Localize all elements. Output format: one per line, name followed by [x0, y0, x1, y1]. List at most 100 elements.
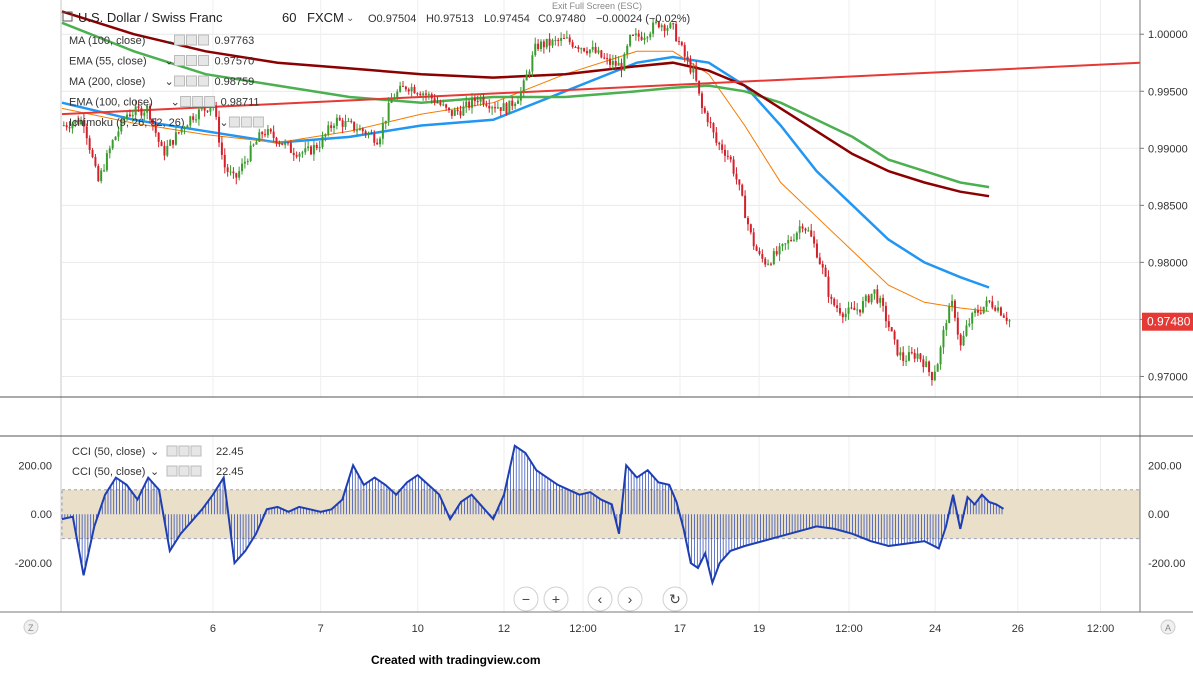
settings-icon[interactable]: [178, 445, 190, 457]
close-icon[interactable]: [204, 96, 216, 107]
indicator-value: 0.97763: [215, 35, 255, 47]
scroll-right-button[interactable]: ›: [617, 586, 643, 612]
eye-icon[interactable]: [174, 75, 185, 87]
eye-icon[interactable]: [180, 96, 192, 107]
candle-body: [744, 195, 747, 219]
close-icon[interactable]: [198, 55, 209, 66]
candle-body: [746, 218, 749, 225]
chevron-down-icon[interactable]: ⌄: [165, 56, 174, 68]
ohlc-high: H0.97513: [426, 13, 474, 25]
source-label: FXCM: [307, 10, 344, 25]
candle-body: [292, 152, 295, 156]
candle-body: [534, 43, 537, 56]
candle-body: [933, 371, 936, 381]
candle-body: [646, 37, 649, 39]
control-glyph: ›: [628, 591, 633, 607]
candle-body: [850, 307, 853, 309]
candle-body: [502, 103, 505, 111]
settings-icon[interactable]: [186, 34, 197, 46]
candle-body: [979, 312, 982, 314]
candle-body: [792, 239, 795, 241]
chevron-down-icon[interactable]: ⌄: [165, 76, 174, 88]
settings-icon[interactable]: [186, 75, 197, 87]
indicator-legend-item[interactable]: EMA (100, close) ⌄ 0.98711: [69, 96, 260, 109]
candle-body: [206, 110, 209, 112]
auto-scale-button[interactable]: [1160, 619, 1176, 635]
settings-icon[interactable]: [178, 465, 190, 477]
close-icon[interactable]: [198, 75, 209, 87]
chevron-down-icon[interactable]: ⌄: [171, 97, 180, 109]
time-axis-left-button[interactable]: Z: [23, 619, 39, 635]
eye-icon[interactable]: [174, 34, 185, 46]
candle-body: [496, 107, 499, 109]
eye-icon[interactable]: [166, 445, 178, 457]
candle-body: [430, 94, 433, 99]
candle-body: [962, 335, 965, 346]
candle-body: [836, 305, 839, 309]
candle-body: [827, 276, 830, 297]
candle-body: [218, 116, 221, 143]
candle-body: [255, 141, 258, 145]
last-price-tag: 0.97480: [1142, 312, 1193, 331]
zoom-in-button[interactable]: +: [543, 586, 569, 612]
candle-body: [652, 22, 655, 34]
candle-body: [856, 309, 859, 311]
price-axis[interactable]: 1.000000.995000.990000.985000.980000.975…: [1140, 29, 1188, 383]
close-icon[interactable]: [190, 445, 202, 457]
zoom-out-button[interactable]: −: [513, 586, 539, 612]
chevron-down-icon[interactable]: ⌄: [150, 466, 159, 478]
settings-icon[interactable]: [186, 55, 197, 66]
log-scale-button[interactable]: [23, 619, 39, 635]
candle-body: [123, 119, 126, 121]
candle-body: [611, 60, 614, 65]
candle-body: [580, 48, 583, 50]
interval-label[interactable]: 60: [282, 10, 296, 25]
candle-body: [223, 154, 226, 168]
candle-body: [936, 364, 939, 372]
candle-body: [281, 143, 284, 145]
candle-body: [310, 146, 313, 155]
reset-button[interactable]: ↻: [662, 586, 688, 612]
indicator-legend-item[interactable]: EMA (55, close) ⌄ 0.97570: [69, 55, 254, 68]
candle-body: [120, 119, 123, 132]
chevron-down-icon[interactable]: ⌄: [165, 35, 174, 47]
collapse-icon[interactable]: [62, 11, 73, 22]
candle-body: [761, 253, 764, 259]
cci-legend-item[interactable]: CCI (50, close) ⌄ 22.45: [72, 465, 244, 478]
settings-icon[interactable]: [192, 96, 204, 107]
cci-legend-item[interactable]: CCI (50, close) ⌄ 22.45: [72, 445, 244, 458]
eye-icon[interactable]: [174, 55, 185, 66]
candle-body: [200, 108, 203, 110]
candle-body: [884, 305, 887, 322]
close-icon[interactable]: [190, 465, 202, 477]
candle-body: [666, 28, 669, 31]
eye-icon[interactable]: [228, 116, 240, 128]
close-icon[interactable]: [198, 34, 209, 46]
candle-body: [844, 313, 847, 318]
time-axis-right-button[interactable]: A: [1160, 619, 1176, 635]
candle-body: [631, 35, 634, 37]
chevron-down-icon[interactable]: ⌄: [150, 446, 159, 458]
scroll-left-button[interactable]: ‹: [587, 586, 613, 612]
candle-body: [516, 100, 519, 104]
indicator-legend-item[interactable]: MA (100, close) ⌄ 0.97763: [69, 34, 255, 47]
series-line: [61, 61, 1141, 116]
candle-body: [571, 42, 574, 47]
chevron-down-icon[interactable]: ⌄: [219, 117, 228, 129]
indicator-legend-item[interactable]: MA (200, close) ⌄ 0.98759: [69, 75, 254, 88]
close-icon[interactable]: [252, 116, 264, 128]
exit-fullscreen-hint[interactable]: Exit Full Screen (ESC): [552, 1, 642, 11]
cci-axis[interactable]: 200.00 0.00 -200.00: [1148, 460, 1185, 570]
eye-icon[interactable]: [166, 465, 178, 477]
candle-body: [445, 104, 448, 108]
candle-body: [735, 173, 738, 180]
symbol-title[interactable]: U.S. Dollar / Swiss Franc: [78, 10, 223, 25]
settings-icon[interactable]: [240, 116, 252, 128]
candle-body: [410, 87, 413, 92]
indicator-legend-item[interactable]: Ichimoku (9, 26, 52, 26) ⌄: [69, 116, 264, 129]
candle-body: [197, 109, 200, 120]
chevron-down-icon[interactable]: ⌄: [346, 13, 354, 24]
ohlc-low: L0.97454: [484, 13, 530, 25]
indicator-label: EMA (100, close): [69, 97, 153, 109]
